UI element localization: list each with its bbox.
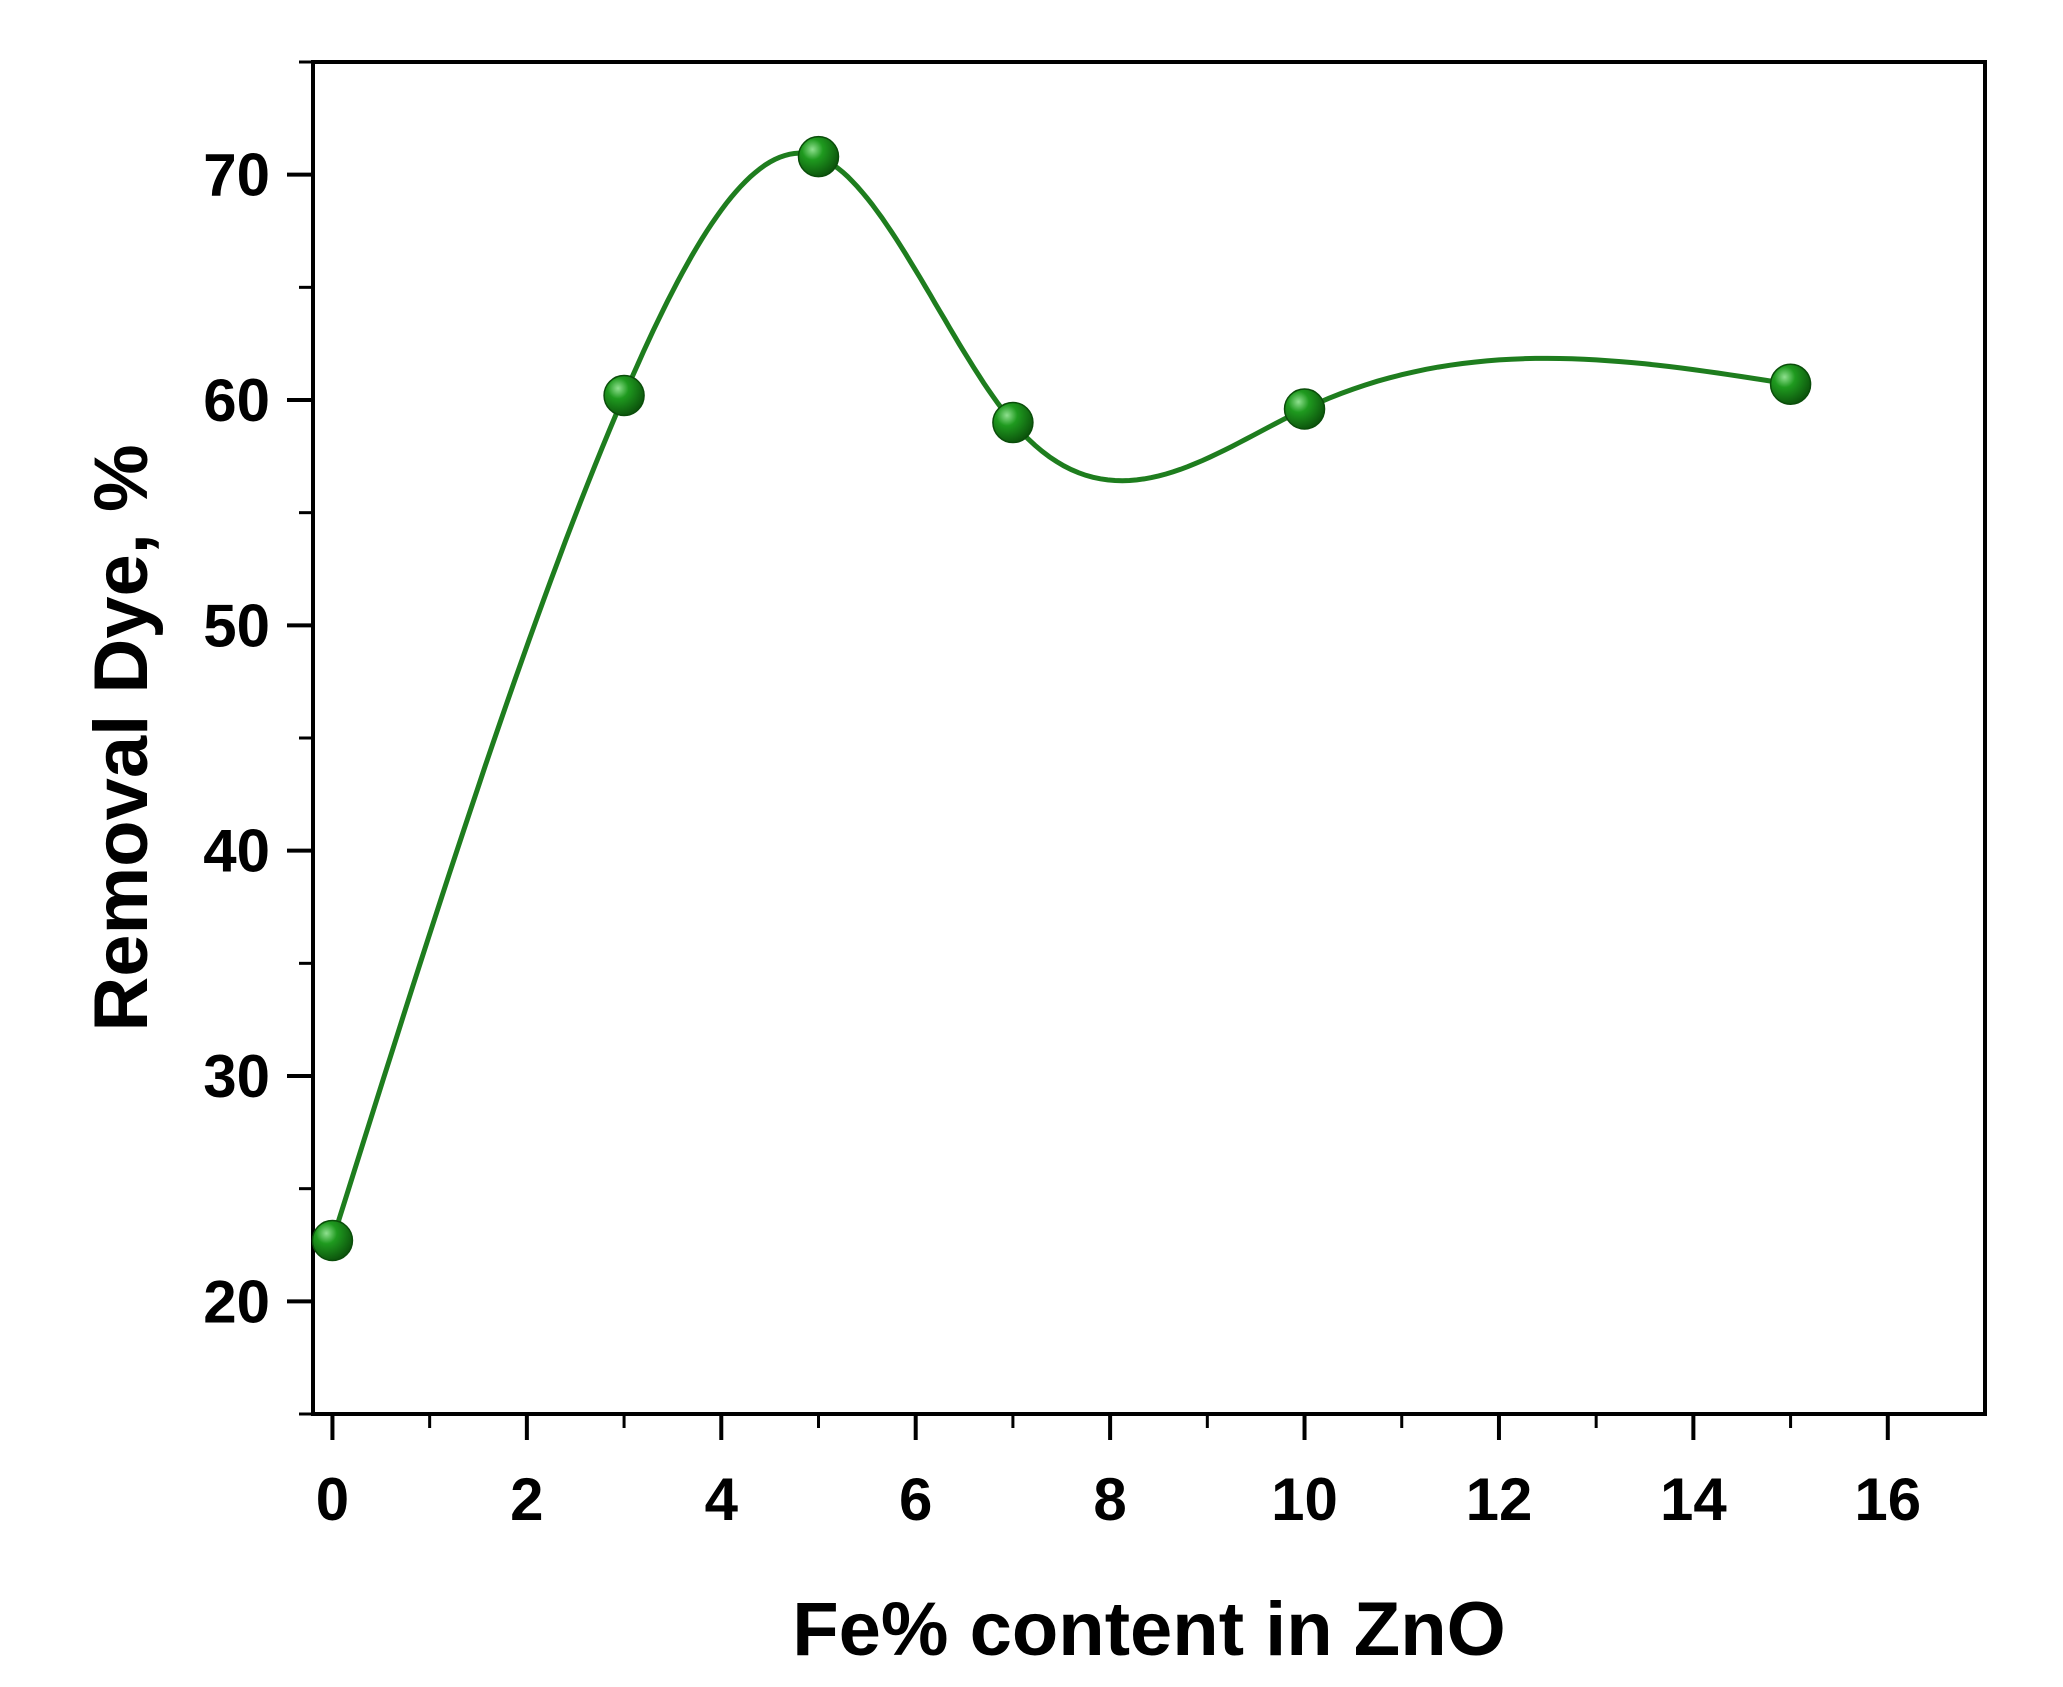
x-tick-label: 4	[705, 1466, 739, 1533]
data-point	[992, 401, 1034, 444]
y-tick-label: 60	[203, 367, 270, 434]
y-axis-title: Removal Dye, %	[79, 444, 164, 1031]
y-tick-label: 50	[203, 592, 270, 659]
x-tick-label: 2	[510, 1466, 543, 1533]
x-tick-label: 8	[1093, 1466, 1126, 1533]
y-tick-label: 40	[203, 818, 270, 885]
x-tick-label: 16	[1854, 1466, 1921, 1533]
y-axis: 20 30 40 50 60 70	[203, 60, 313, 1416]
x-tick-label: 14	[1660, 1466, 1727, 1533]
plot-frame	[311, 60, 1987, 1416]
x-axis: 0 2 4 6 8 10 12 14 16	[316, 1414, 1921, 1533]
x-tick-label: 10	[1271, 1466, 1338, 1533]
data-point	[797, 135, 840, 178]
data-point	[1769, 363, 1812, 405]
data-markers	[311, 135, 1812, 1262]
data-point	[311, 1219, 354, 1262]
y-tick-label: 30	[203, 1043, 270, 1110]
x-tick-label: 12	[1466, 1466, 1533, 1533]
x-tick-label: 0	[316, 1466, 349, 1533]
x-axis-title: Fe% content in ZnO	[792, 1587, 1506, 1672]
x-tick-label: 6	[899, 1466, 932, 1533]
series-curve	[330, 150, 1791, 1242]
y-tick-label: 20	[203, 1268, 270, 1335]
y-tick-label: 70	[203, 142, 270, 209]
data-point	[603, 374, 645, 417]
data-point	[1283, 388, 1326, 430]
